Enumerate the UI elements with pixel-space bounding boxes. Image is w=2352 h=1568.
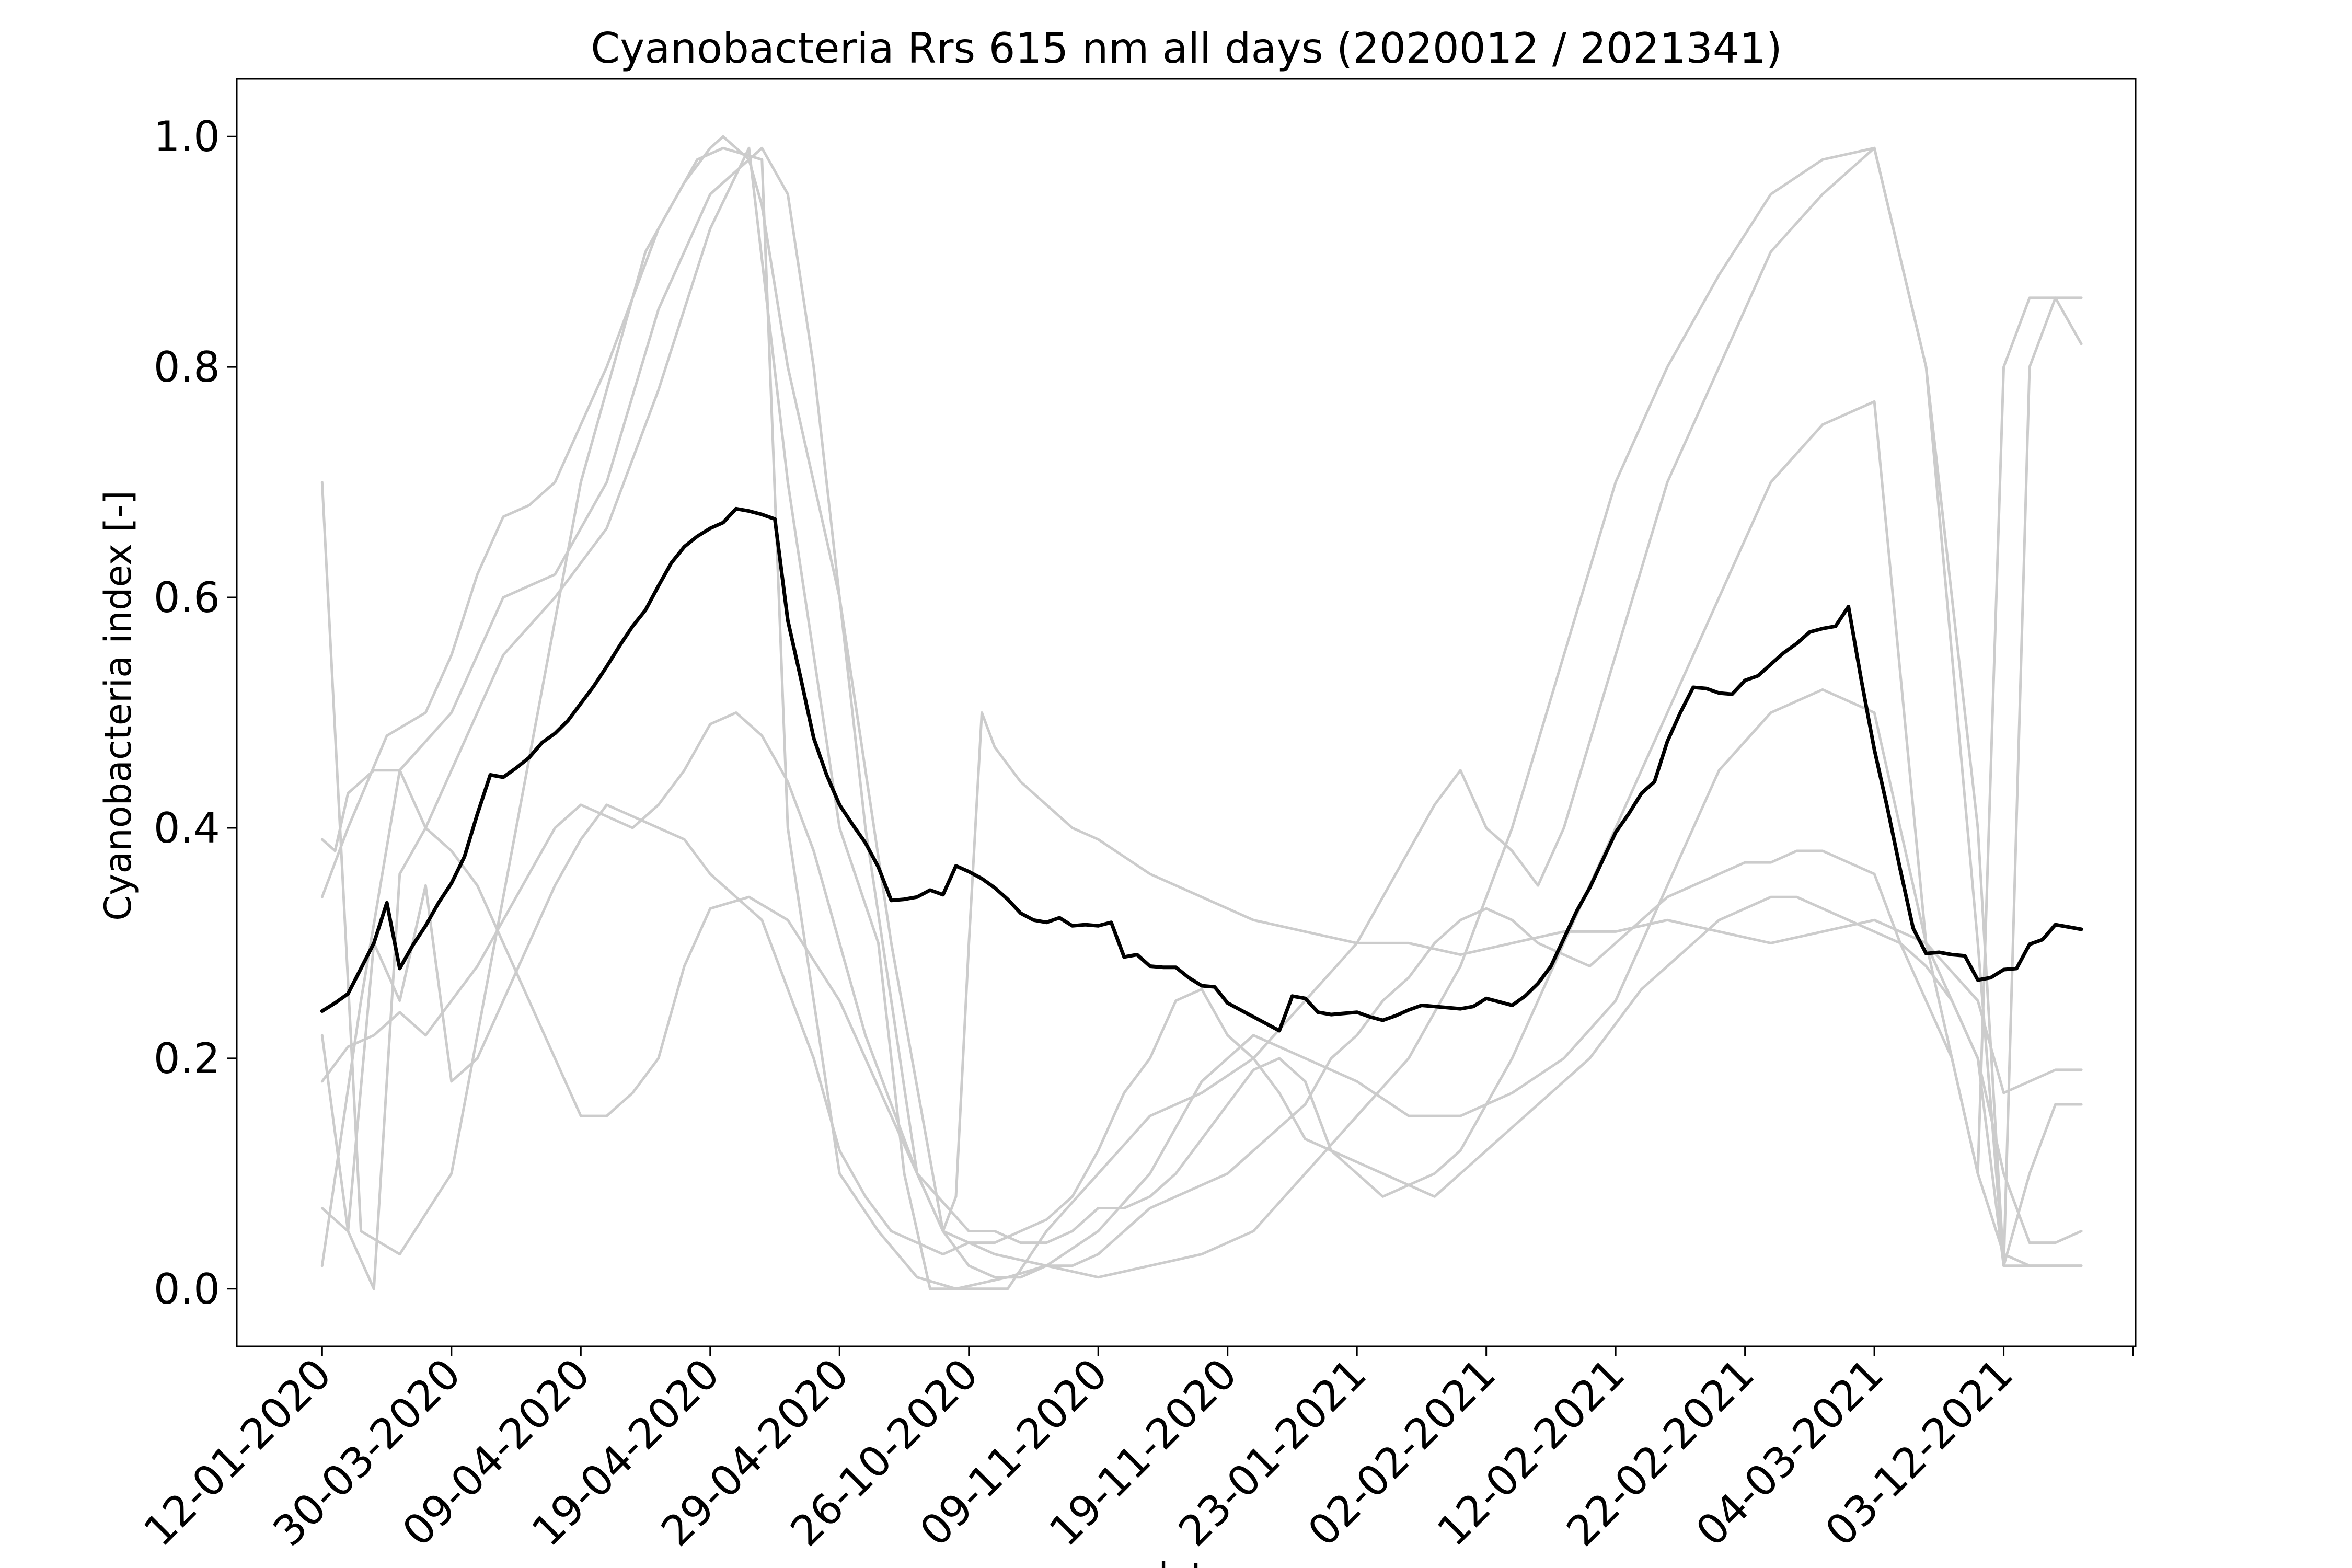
y-tick-label: 0.0 <box>154 1265 220 1313</box>
individual-series-line-2 <box>320 135 2083 1279</box>
chart-title: Cyanobacteria Rrs 615 nm all days (20200… <box>591 24 1782 73</box>
individual-series-line-5 <box>320 711 2083 1232</box>
plot-frame <box>236 78 2137 1347</box>
y-tick-label: 1.0 <box>154 112 220 161</box>
individual-series-line-3 <box>320 146 2083 1267</box>
y-tick-label: 0.6 <box>154 573 220 622</box>
x-axis: 12-01-202030-03-202009-04-202019-04-2020… <box>134 1346 2134 1555</box>
series-group <box>320 135 2083 1290</box>
y-tick-label: 0.8 <box>154 343 220 391</box>
individual-series-line-7 <box>320 711 2083 1279</box>
individual-series-line-1 <box>320 146 2083 1290</box>
y-axis: 0.0 0.2 0.4 0.6 0.8 1.0 <box>154 112 237 1313</box>
x-axis-label: date <box>1145 1555 1228 1568</box>
y-tick-label: 0.4 <box>154 804 220 852</box>
y-tick-label: 0.2 <box>154 1034 220 1083</box>
individual-series-line-6 <box>320 803 2083 1256</box>
mean-series-line <box>320 506 2083 1033</box>
individual-series-line-4 <box>320 146 2083 1290</box>
y-axis-label: Cyanobacteria index [-] <box>97 490 140 921</box>
